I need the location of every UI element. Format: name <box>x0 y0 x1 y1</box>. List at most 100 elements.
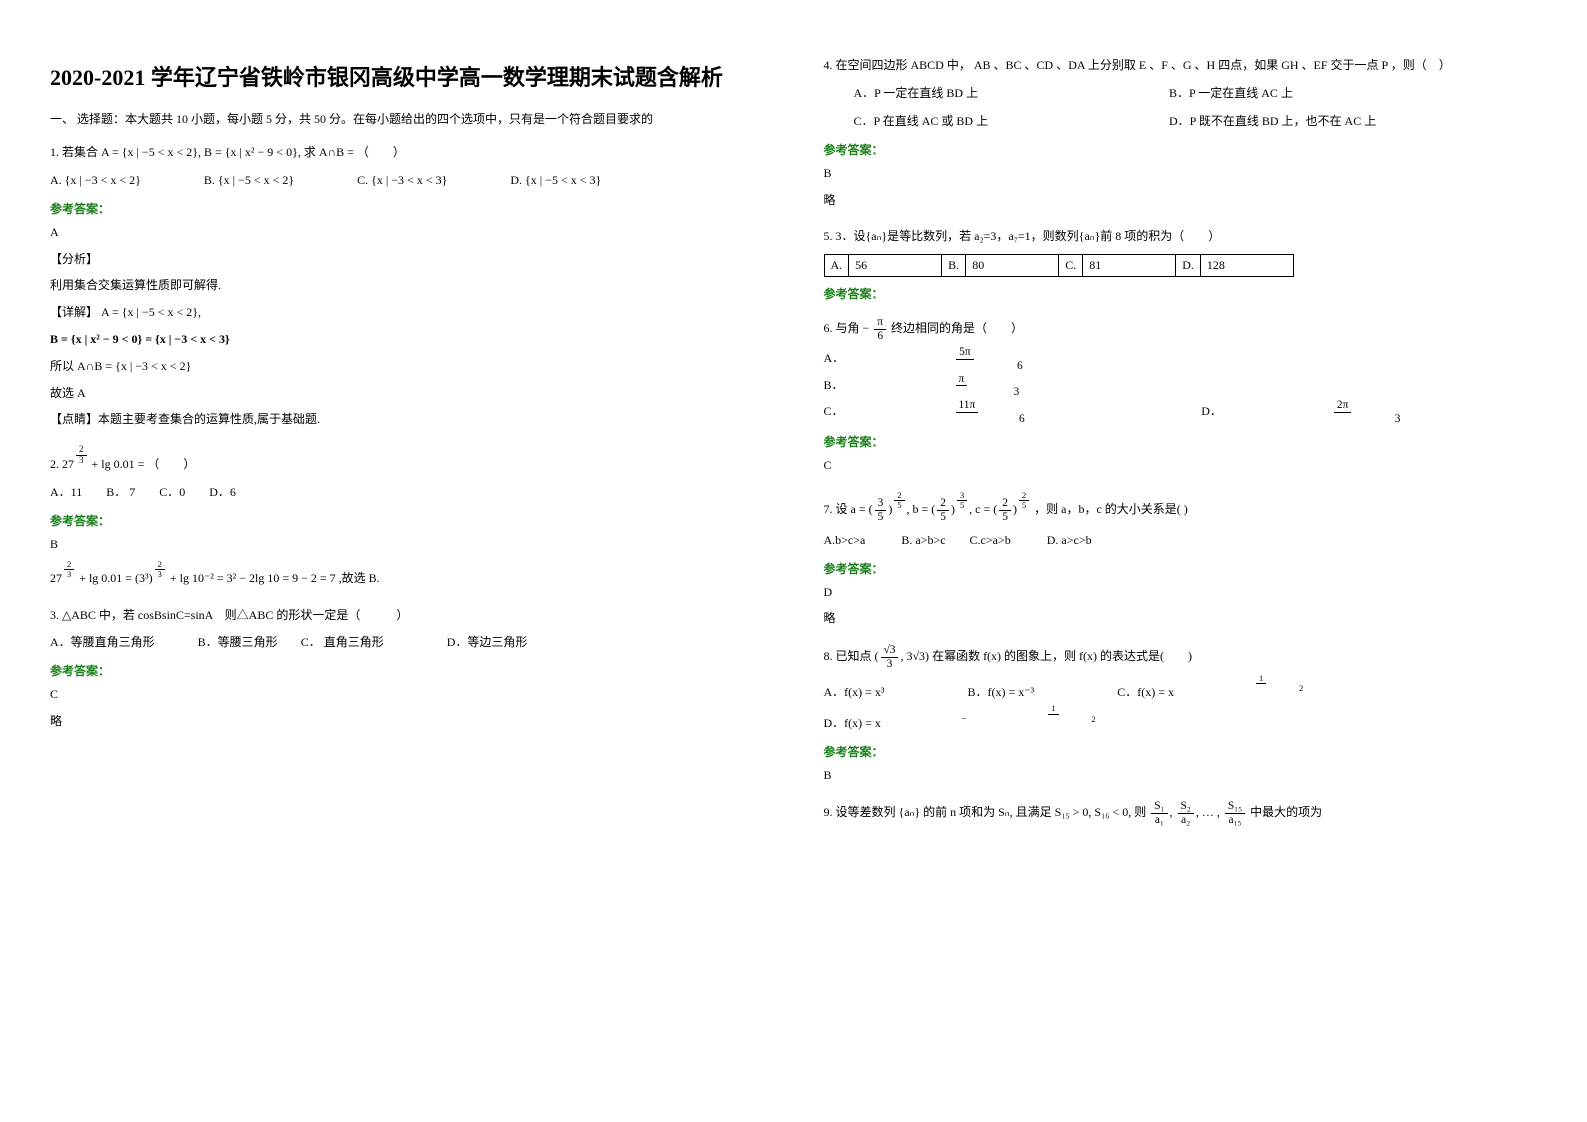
q3-options: A．等腰直角三角形 B．等腰三角形 C． 直角三角形 D．等边三角形 <box>50 630 764 654</box>
q6-a-label: A． <box>824 346 845 370</box>
q5-stem: 5. 3．设{aₙ}是等比数列，若 a₂=3，a₇=1，则数列{aₙ}前 8 项… <box>824 225 1538 248</box>
q8-c-pre: C．f(x) = x <box>1117 680 1174 704</box>
q5-answer-label: 参考答案： <box>824 285 1538 302</box>
q3-answer-label: 参考答案： <box>50 662 764 679</box>
q7-prefix: 7. 设 <box>824 502 851 516</box>
q5-options-table: A. 56 B. 80 C. 81 D. 128 <box>824 254 1294 277</box>
q4-opt-b: B．P 一定在直线 AC 上 <box>1169 81 1511 105</box>
page-title: 2020-2021 学年辽宁省铁岭市银冈高级中学高一数学理期末试题含解析 <box>50 60 764 92</box>
section-instructions: 一、 选择题：本大题共 10 小题，每小题 5 分，共 50 分。在每小题给出的… <box>50 110 764 127</box>
right-column: 4. 在空间四边形 ABCD 中， AB 、BC 、CD 、DA 上分别取 E … <box>824 40 1538 1082</box>
q6-answer-label: 参考答案： <box>824 433 1538 450</box>
q6-prefix: 6. 与角 − <box>824 321 870 335</box>
q1-opt-c: C. {x | −3 < x < 3} <box>357 168 447 192</box>
q4-answer-label: 参考答案： <box>824 141 1538 158</box>
q1-detail2: B = {x | x² − 9 < 0} = {x | −3 < x < 3} <box>50 328 764 351</box>
q6-opt-d: D．2π3 <box>1201 399 1461 425</box>
q2-work: 2723 + lg 0.01 = (3³)23 + lg 10⁻² = 3² −… <box>50 560 764 590</box>
q1-detail4: 故选 A <box>50 382 764 405</box>
q1-stem: 1. 若集合 A = {x | −5 < x < 2}, B = {x | x²… <box>50 141 764 164</box>
q2-answer-label: 参考答案： <box>50 512 764 529</box>
q7-options: A.b>c>a B. a>b>c C.c>a>b D. a>c>b <box>824 528 1538 552</box>
q2-expr: 2723 <box>62 457 89 471</box>
q8-opt-b: B．f(x) = x⁻³ <box>968 680 1035 704</box>
q7-expr: a = (35)25, b = (25)35, c = (25)25 <box>851 502 1035 516</box>
q6-answer: C <box>824 454 1538 477</box>
q3-opt-a: A．等腰直角三角形 <box>50 630 155 654</box>
q1-answer: A <box>50 221 764 244</box>
q6-c-label: C． <box>824 399 844 423</box>
q1-detail-line: 【详解】 A = {x | −5 < x < 2}, <box>50 301 764 324</box>
q3-opt-d: D．等边三角形 <box>447 630 528 654</box>
q4-opts-row1: A．P 一定在直线 BD 上 B．P 一定在直线 AC 上 <box>824 81 1538 105</box>
q6-b-label: B． <box>824 373 844 397</box>
q7-answer-label: 参考答案： <box>824 560 1538 577</box>
q1-analyze: 利用集合交集运算性质即可解得. <box>50 274 764 297</box>
q2-stem: 2. 2723 + lg 0.01 = （ ） <box>50 445 764 476</box>
q4-stem: 4. 在空间四边形 ABCD 中， AB 、BC 、CD 、DA 上分别取 E … <box>824 54 1538 77</box>
q2-answer: B <box>50 533 764 556</box>
q4-answer: B <box>824 162 1538 185</box>
q8-suffix: 在幂函数 f(x) 的图象上，则 f(x) 的表达式是( ) <box>932 649 1192 663</box>
q2-prefix: 2. <box>50 457 62 471</box>
q8-d-pre: D．f(x) = x <box>824 711 881 735</box>
q1-opt-d: D. {x | −5 < x < 3} <box>510 168 601 192</box>
q5-b-val: 80 <box>966 255 1059 277</box>
q3-stem: 3. △ABC 中，若 cosBsinC=sinA 则△ABC 的形状一定是（ … <box>50 604 764 627</box>
q1-options: A. {x | −3 < x < 2} B. {x | −5 < x < 2} … <box>50 168 764 192</box>
q6-options: A．5π6 B．π3 C．11π6 D．2π3 <box>824 346 1538 425</box>
q5-c-val: 81 <box>1083 255 1176 277</box>
q6-opt-a: A．5π6 <box>824 346 1084 372</box>
left-column: 2020-2021 学年辽宁省铁岭市银冈高级中学高一数学理期末试题含解析 一、 … <box>50 40 764 1082</box>
q3-note: 略 <box>50 710 764 733</box>
page: 2020-2021 学年辽宁省铁岭市银冈高级中学高一数学理期末试题含解析 一、 … <box>0 0 1587 1122</box>
q1-note: 【点睛】本题主要考查集合的运算性质,属于基础题. <box>50 408 764 431</box>
q6-frac: π6 <box>874 316 886 342</box>
q6-opt-c: C．11π6 <box>824 399 1089 425</box>
q4-opt-a: A．P 一定在直线 BD 上 <box>824 81 1166 105</box>
q4-opt-c: C．P 在直线 AC 或 BD 上 <box>824 109 1166 133</box>
table-row: A. 56 B. 80 C. 81 D. 128 <box>824 255 1293 277</box>
q4-opts-row2: C．P 在直线 AC 或 BD 上 D．P 既不在直线 BD 上，也不在 AC … <box>824 109 1538 133</box>
q7-suffix: ，则 a，b，c 的大小关系是( ) <box>1034 502 1188 516</box>
q3-opt-c: C． 直角三角形 <box>301 630 384 654</box>
q4-note: 略 <box>824 189 1538 212</box>
q5-a-val: 56 <box>849 255 942 277</box>
q1-detail-label: 【详解】 <box>50 305 98 319</box>
q1-detail3: 所以 A∩B = {x | −3 < x < 2} <box>50 355 764 378</box>
q1-opt-a: A. {x | −3 < x < 2} <box>50 168 141 192</box>
q6-opt-b: B．π3 <box>824 373 1078 399</box>
q6-stem: 6. 与角 − π6 终边相同的角是（ ） <box>824 316 1538 342</box>
q4-opt-d: D．P 既不在直线 BD 上，也不在 AC 上 <box>1169 109 1511 133</box>
q7-stem: 7. 设 a = (35)25, b = (25)35, c = (25)25 … <box>824 491 1538 524</box>
q9-suffix: 中最大的项为 <box>1250 805 1322 819</box>
q8-answer-label: 参考答案： <box>824 743 1538 760</box>
q7-note: 略 <box>824 607 1538 630</box>
q5-d-label: D. <box>1176 255 1201 277</box>
q1-opt-b: B. {x | −5 < x < 2} <box>204 168 294 192</box>
q5-a-label: A. <box>824 255 849 277</box>
q7-answer: D <box>824 581 1538 604</box>
q1-answer-label: 参考答案： <box>50 200 764 217</box>
q9-seq: S₁a₁, S₂a₂, … , S₁₅a₁₅ <box>1149 805 1250 819</box>
q8-opt-d: D．f(x) = x−12 <box>824 704 1139 734</box>
q8-opt-a: A．f(x) = x³ <box>824 680 885 704</box>
q2-suffix: + lg 0.01 = （ ） <box>92 457 196 471</box>
q1-analyze-label: 【分析】 <box>50 248 764 271</box>
q9-prefix: 9. 设等差数列 {aₙ} 的前 n 项和为 Sₙ, 且满足 S₁₅ > 0, … <box>824 805 1150 819</box>
q6-suffix: 终边相同的角是（ ） <box>891 321 1023 335</box>
q5-b-label: B. <box>942 255 966 277</box>
q8-point: (√33, 3√3) <box>875 649 930 663</box>
q5-c-label: C. <box>1059 255 1083 277</box>
q5-d-val: 128 <box>1200 255 1293 277</box>
q9-stem: 9. 设等差数列 {aₙ} 的前 n 项和为 Sₙ, 且满足 S₁₅ > 0, … <box>824 800 1538 826</box>
q1-detail1: A = {x | −5 < x < 2}, <box>101 305 201 319</box>
q8-stem: 8. 已知点 (√33, 3√3) 在幂函数 f(x) 的图象上，则 f(x) … <box>824 644 1538 670</box>
q8-prefix: 8. 已知点 <box>824 649 875 663</box>
q8-opt-c: C．f(x) = x12 <box>1117 674 1346 704</box>
q6-d-label: D． <box>1201 399 1222 423</box>
q8-answer: B <box>824 764 1538 787</box>
q2-options: A．11 B． 7 C．0 D．6 <box>50 480 764 504</box>
q3-opt-b: B．等腰三角形 <box>198 630 278 654</box>
q8-options: A．f(x) = x³ B．f(x) = x⁻³ C．f(x) = x12 D．… <box>824 674 1538 734</box>
